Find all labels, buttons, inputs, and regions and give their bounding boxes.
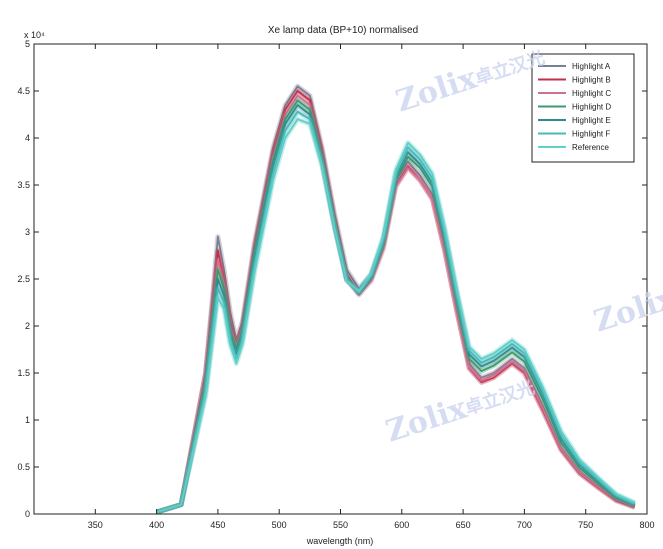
series-lines xyxy=(155,83,636,515)
y-tick-label: 2 xyxy=(25,321,30,331)
legend-box xyxy=(531,53,635,163)
y-tick-label: 1 xyxy=(25,415,30,425)
x-tick-label: 650 xyxy=(456,520,471,530)
chart-title: Xe lamp data (BP+10) normalised xyxy=(268,25,418,36)
legend-label: Highlight C xyxy=(572,89,611,98)
y-tick-label: 4.5 xyxy=(17,86,30,96)
y-tick-label: 0 xyxy=(25,509,30,519)
y-axis-multiplier: x 10⁴ xyxy=(24,30,45,40)
x-tick-label: 600 xyxy=(394,520,409,530)
legend-label: Highlight A xyxy=(572,62,611,71)
series-line-6 xyxy=(156,118,636,513)
y-tick-label: 0.5 xyxy=(17,462,30,472)
x-tick-label: 450 xyxy=(210,520,225,530)
x-tick-label: 750 xyxy=(578,520,593,530)
y-tick-label: 3.5 xyxy=(17,180,30,190)
x-tick-label: 400 xyxy=(149,520,164,530)
y-tick-label: 1.5 xyxy=(17,368,30,378)
legend-items: Highlight A Highlight B Highlight C Highlig… xyxy=(538,62,611,152)
axis-ticks: 350 400 450 500 550 600 650 700 750 800 0 0.5 1 1.5 2 2… xyxy=(17,39,654,530)
y-tick-label: 3 xyxy=(25,227,30,237)
legend-label: Highlight B xyxy=(572,76,611,85)
legend-label: Highlight F xyxy=(572,130,610,139)
x-tick-label: 350 xyxy=(88,520,103,530)
x-tick-label: 500 xyxy=(272,520,287,530)
y-tick-label: 4 xyxy=(25,133,30,143)
legend-label: Highlight D xyxy=(572,103,611,112)
y-tick-label: 2.5 xyxy=(17,274,30,284)
legend-label: Reference xyxy=(572,143,609,152)
x-axis-label: wavelength (nm) xyxy=(306,536,374,546)
y-tick-label: 5 xyxy=(25,39,30,49)
x-tick-label: 700 xyxy=(517,520,532,530)
legend: Highlight A Highlight B Highlight C Highlig… xyxy=(531,53,635,163)
x-tick-label: 550 xyxy=(333,520,348,530)
legend-label: Highlight E xyxy=(572,116,611,125)
x-tick-label: 800 xyxy=(639,520,654,530)
